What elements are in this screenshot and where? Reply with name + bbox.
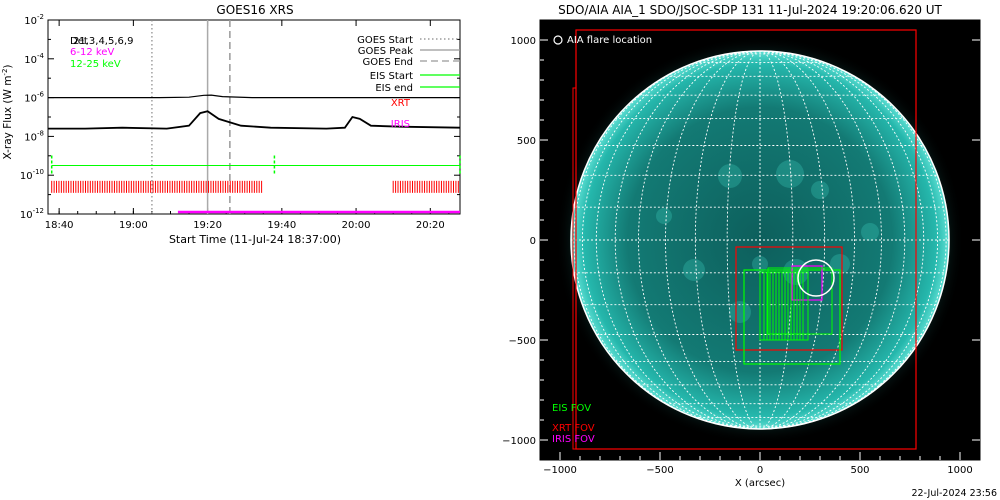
goes-chart-title: GOES16 XRS [216, 3, 293, 17]
legend-det-list: 21,3,4,5,6,9 [73, 36, 133, 47]
aia-plot-area [555, 29, 965, 450]
aia-x-tick-label: −1000 [543, 465, 577, 476]
aia-axes: −1000 −500 0 500 1000 −1000 −500 0 500 1000 [502, 36, 980, 476]
flare-location-marker [797, 259, 835, 297]
goes-xrs-lightcurve-chart: GOES16 XRS 10-2 10-4 10-6 10-8 10-10 10-1218:… [1, 3, 461, 246]
goes-y-axis-label: X-ray Flux (W m-2) [1, 64, 14, 159]
active-region-patch [830, 254, 850, 274]
iris-fov-label: IRIS FOV [552, 434, 595, 445]
longitude-gridline [638, 50, 761, 430]
goes-y-tick-label: 10-4 [24, 52, 44, 66]
active-region-patch [776, 160, 804, 188]
goes-y-tick-label: 10-12 [20, 207, 44, 221]
aia-x-tick-label: −500 [646, 465, 673, 476]
goes-y-tick-label: 10-2 [24, 13, 44, 27]
goes-y-tick-label: 10-8 [24, 129, 44, 143]
longitude-gridline [595, 50, 761, 430]
legend-eis-end: EIS end [375, 83, 413, 94]
active-region-patch [729, 301, 751, 323]
longitude-gridline [726, 50, 761, 430]
aia-x-tick-label: 1000 [947, 465, 972, 476]
longitude-gridline [759, 50, 939, 430]
longitude-gridline [665, 50, 761, 430]
legend-iris: IRIS [391, 119, 410, 130]
aia-chart-title: SDO/AIA AIA_1 SDO/JSOC-SDP 131 11-Jul-20… [558, 3, 942, 17]
goes-x-tick-label: 19:40 [267, 220, 296, 231]
longitude-gridline [759, 50, 882, 430]
flare-location-label: AIA flare location [567, 35, 652, 46]
legend-high-energy: 12-25 keV [70, 59, 121, 70]
legend-eis-start: EIS Start [370, 71, 413, 82]
eis-fov-label: EIS FOV [552, 403, 591, 414]
xrt-edge-strip [572, 87, 577, 450]
legend-det-label: Det [70, 36, 88, 47]
aia-y-tick-label: −1000 [502, 436, 536, 447]
longitude-gridline [759, 50, 925, 430]
active-region-patch [718, 164, 742, 188]
eis-raster-box [759, 271, 809, 341]
aia-x-axis-label: X (arcsec) [735, 478, 785, 489]
longitude-gridline [759, 50, 855, 430]
aia-x-tick-label: 500 [850, 465, 869, 476]
goes-y-tick-label: 10-6 [24, 91, 44, 105]
legend-low-energy: 6-12 keV [70, 47, 114, 58]
goes-x-tick-label: 18:40 [45, 220, 74, 231]
longitude-gridline [581, 50, 761, 430]
aia-x-tick-label: 0 [757, 465, 763, 476]
goes-x-tick-label: 20:20 [416, 220, 445, 231]
aia-y-tick-label: 500 [517, 136, 536, 147]
aia-flare-location-legend: AIA flare location [553, 35, 652, 46]
solar-limb [570, 50, 950, 430]
flare-location-circle-icon [553, 35, 563, 45]
longitude-gridline [759, 50, 826, 430]
aia-solar-image-chart: SDO/AIA AIA_1 SDO/JSOC-SDP 131 11-Jul-20… [502, 3, 997, 499]
goes-y-tick-label: 10-10 [20, 168, 44, 182]
goes-x-tick-label: 19:20 [193, 220, 222, 231]
goes-x-axis-label: Start Time (11-Jul-24 18:37:00) [169, 233, 341, 246]
aia-y-tick-label: 0 [530, 236, 536, 247]
longitude-gridline [694, 50, 761, 430]
aia-y-tick-label: −500 [509, 336, 536, 347]
legend-xrt: XRT [391, 98, 411, 109]
footer-timestamp: 22-Jul-2024 23:56 [911, 488, 997, 499]
goes-x-tick-label: 20:00 [342, 220, 371, 231]
goes-series-line [48, 110, 461, 130]
eis-raster-box [767, 267, 833, 335]
longitude-gridline [759, 50, 794, 430]
active-region-patch [656, 208, 672, 224]
active-region-patch [683, 259, 705, 281]
goes-x-tick-label: 19:00 [119, 220, 148, 231]
fov-box-iris [791, 265, 823, 301]
active-region-patch [861, 223, 879, 241]
legend-goes-peak: GOES Peak [358, 46, 413, 57]
legend-goes-end: GOES End [363, 57, 413, 68]
goes-series-line [48, 94, 460, 99]
fov-box-xrt [735, 246, 843, 351]
aia-y-tick-label: 1000 [511, 36, 536, 47]
active-region-patch [811, 181, 829, 199]
legend-goes-start: GOES Start [357, 35, 413, 46]
xrt-fov-label: XRT FOV [552, 423, 595, 434]
